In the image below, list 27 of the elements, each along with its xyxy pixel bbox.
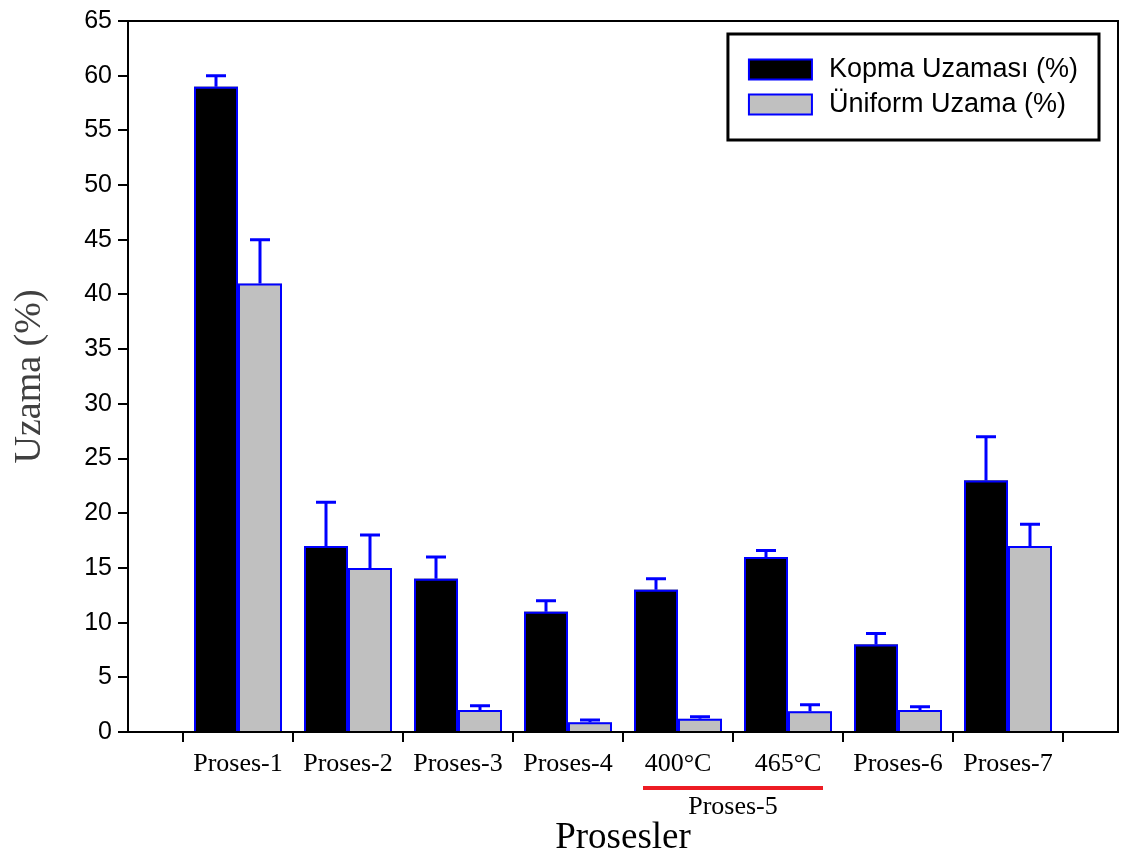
y-tick-label: 65 [84,4,112,33]
y-axis-title: Uzama (%) [5,289,49,464]
y-tick-label: 25 [84,442,112,471]
x-tick-label: 465°C [754,748,822,778]
y-tick-label: 50 [84,168,112,197]
y-tick-label: 60 [84,59,112,88]
y-tick-label: 45 [84,223,112,252]
x-tick-label: Proses-1 [193,748,283,778]
x-tick-label: Proses-6 [853,748,943,778]
y-tick-label: 40 [84,278,112,307]
x-tick-label: Proses-4 [523,748,613,778]
x-axis-title: Prosesler [555,815,691,857]
y-tick-label: 5 [98,661,112,690]
y-tick-label: 30 [84,387,112,416]
x-tick-label: Proses-2 [303,748,393,778]
legend-label: Kopma Uzaması (%) [828,52,1079,83]
x-tick-label: Proses-3 [413,748,503,778]
y-tick-label: 20 [84,497,112,526]
y-tick-label: 15 [84,551,112,580]
x-tick-label: Proses-7 [963,748,1053,778]
y-tick-label: 55 [84,114,112,143]
text: Proses-5 [688,790,778,820]
y-tick-label: 0 [98,715,112,744]
y-tick-label: 35 [84,333,112,362]
x-tick-label: 400°C [644,748,712,778]
legend-label: Üniform Uzama (%) [828,87,1066,118]
y-tick-label: 10 [84,606,112,635]
